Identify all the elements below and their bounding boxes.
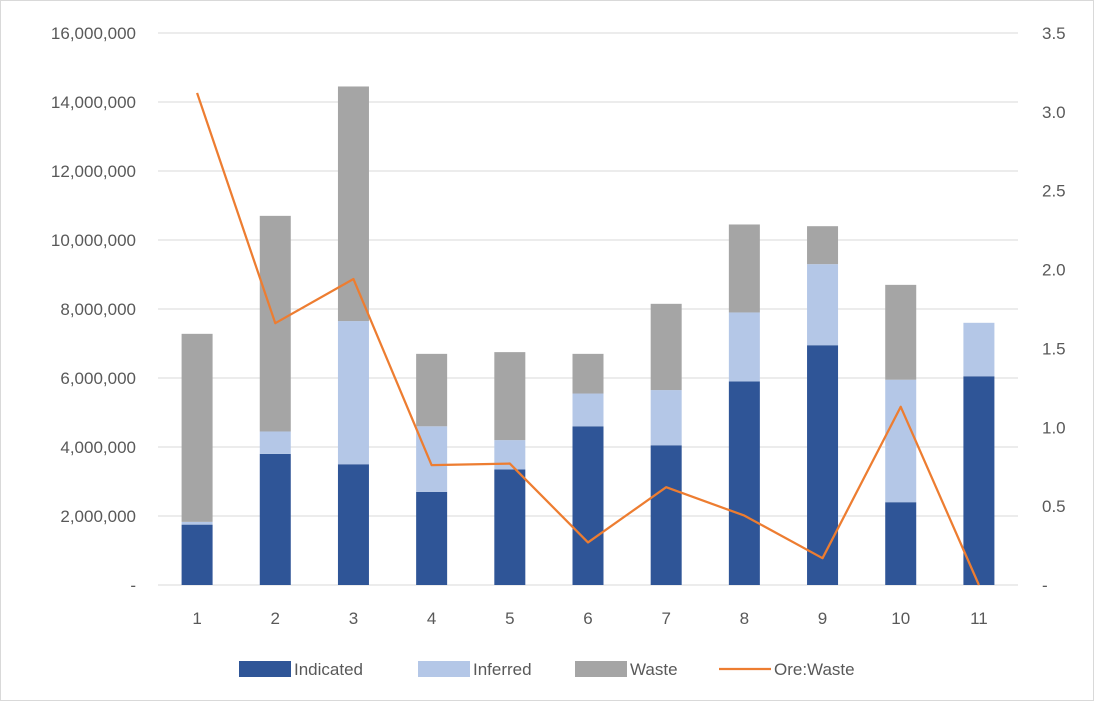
x-tick-label: 1 [192,609,201,628]
legend-label-indicated: Indicated [294,660,363,679]
x-tick-label: 9 [818,609,827,628]
right-tick-label: 3.5 [1042,24,1066,43]
right-tick-label: 0.5 [1042,497,1066,516]
bar-waste [572,353,604,394]
bar-waste [807,226,839,265]
bar-inferred [337,321,369,465]
legend-label-waste: Waste [630,660,678,679]
bar-inferred [259,431,291,454]
bar-inferred [885,379,917,503]
x-tick-label: 3 [349,609,358,628]
x-tick-label: 6 [583,609,592,628]
bar-indicated [494,469,526,585]
bar-indicated [650,445,682,585]
left-tick-label: 8,000,000 [60,300,136,319]
x-tick-label: 4 [427,609,436,628]
x-tick-label: 10 [891,609,910,628]
bar-inferred [728,312,760,382]
bar-indicated [181,524,213,585]
bar-inferred [807,264,839,346]
bar-series [181,86,995,585]
x-tick-label: 11 [970,609,988,628]
line-series [196,92,980,586]
bar-inferred [963,322,995,377]
left-tick-label: 14,000,000 [51,93,136,112]
bar-indicated [416,491,448,585]
right-tick-label: 2.0 [1042,261,1066,280]
bar-waste [650,303,682,391]
right-axis-ticks: - 0.5 1.0 1.5 2.0 2.5 3.0 3.5 [1042,24,1066,595]
x-axis-ticks: 1 2 3 4 5 6 7 8 9 10 11 [192,609,987,628]
right-tick-label: 1.0 [1042,418,1066,437]
right-tick-label: 2.5 [1042,182,1066,201]
x-tick-label: 7 [661,609,670,628]
left-tick-label: 4,000,000 [60,438,136,457]
right-tick-label: 1.5 [1042,339,1066,358]
legend: Indicated Inferred Waste Ore:Waste [239,660,855,679]
x-tick-label: 8 [740,609,749,628]
bar-waste [181,333,213,522]
left-tick-label: 6,000,000 [60,369,136,388]
bar-indicated [885,502,917,585]
legend-swatch-indicated [239,661,291,677]
bar-waste [885,284,917,380]
bar-indicated [572,426,604,585]
bar-waste [337,86,369,322]
bar-waste [728,224,760,313]
bar-inferred [416,426,448,492]
right-tick-label: 3.0 [1042,103,1066,122]
bar-indicated [963,376,995,585]
bar-indicated [337,464,369,585]
bar-inferred [572,393,604,427]
left-tick-label: 2,000,000 [60,507,136,526]
left-tick-label: - [130,576,136,595]
legend-swatch-waste [575,661,627,677]
bar-waste [494,352,526,441]
ore-waste-line [196,92,980,586]
bar-indicated [259,453,291,585]
bar-inferred [650,390,682,446]
bar-waste [416,353,448,427]
legend-label-inferred: Inferred [473,660,532,679]
right-tick-label: - [1042,576,1048,595]
x-tick-label: 2 [271,609,280,628]
bar-inferred [181,521,213,525]
left-tick-label: 10,000,000 [51,231,136,250]
left-axis-ticks: - 2,000,000 4,000,000 6,000,000 8,000,000 10,… [51,24,136,595]
bar-indicated [728,381,760,585]
bar-indicated [807,345,839,585]
x-tick-label: 5 [505,609,514,628]
legend-swatch-inferred [418,661,470,677]
left-tick-label: 16,000,000 [51,24,136,43]
legend-label-ore-waste: Ore:Waste [774,660,855,679]
left-tick-label: 12,000,000 [51,162,136,181]
